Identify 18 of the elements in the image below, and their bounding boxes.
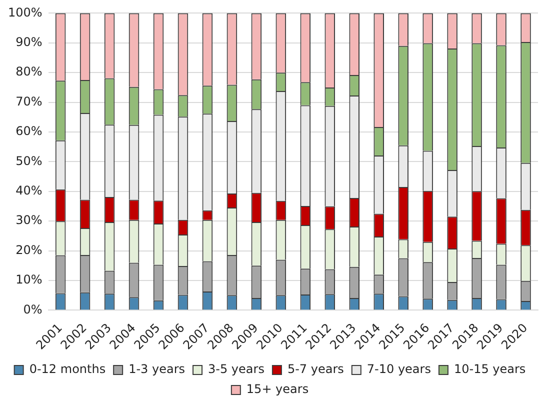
y-tick-label: 80% bbox=[16, 64, 42, 79]
y-tick-label: 60% bbox=[16, 124, 42, 138]
y-tick-label: 0% bbox=[23, 302, 42, 316]
y-tick-label: 20% bbox=[16, 242, 42, 257]
legend-label: 5-7 years bbox=[287, 362, 344, 376]
legend-label: 3-5 years bbox=[208, 362, 264, 376]
y-tick-label: 10% bbox=[16, 272, 42, 287]
y-tick-label: 70% bbox=[16, 94, 42, 108]
legend-label: 7-10 years bbox=[366, 362, 431, 376]
legend-label: 15+ years bbox=[246, 382, 309, 396]
y-tick-label: 40% bbox=[16, 184, 42, 198]
y-tick-label: 50% bbox=[16, 154, 42, 168]
y-tick-label: 30% bbox=[16, 213, 42, 228]
legend-label: 1-3 years bbox=[128, 362, 186, 376]
y-tick-label: 90% bbox=[16, 35, 42, 50]
legend-label: 0-12 months bbox=[29, 362, 106, 376]
y-tick-label: 100% bbox=[8, 5, 42, 20]
legend-label: 10-15 years bbox=[454, 362, 526, 376]
